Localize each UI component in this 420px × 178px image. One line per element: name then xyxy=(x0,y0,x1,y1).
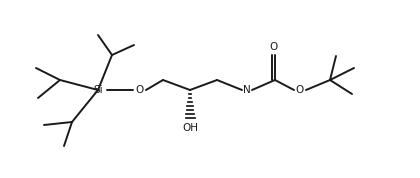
Text: O: O xyxy=(296,85,304,95)
Text: N: N xyxy=(243,85,251,95)
Text: O: O xyxy=(136,85,144,95)
Text: O: O xyxy=(270,42,278,52)
Text: OH: OH xyxy=(182,123,198,133)
Text: Si: Si xyxy=(93,85,103,95)
